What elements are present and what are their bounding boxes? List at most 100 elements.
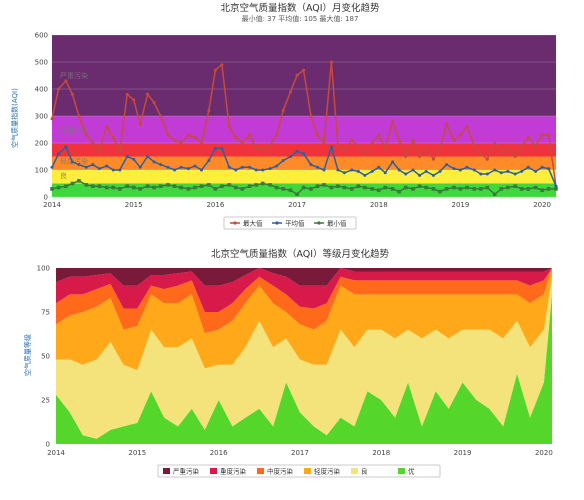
series-point xyxy=(424,169,428,173)
series-point xyxy=(431,157,435,161)
series-point xyxy=(104,185,109,190)
series-point xyxy=(485,185,490,190)
x-tick-label: 2018 xyxy=(372,449,390,457)
legend-marker[interactable] xyxy=(275,221,279,225)
series-point xyxy=(117,187,122,191)
legend-label[interactable]: 最小值 xyxy=(327,218,347,227)
area-layer-3 xyxy=(56,268,552,334)
series-point xyxy=(302,68,306,72)
series-point xyxy=(444,187,449,191)
legend-label[interactable]: 良 xyxy=(361,466,368,475)
series-point xyxy=(50,117,54,121)
chart2-legend[interactable]: 严重污染 重度污染 中度污染 轻度污染 良 优 xyxy=(157,464,441,478)
series-point xyxy=(519,187,524,191)
series-point xyxy=(179,185,183,190)
chart1-legend[interactable]: 最大值 平均值 最小值 xyxy=(223,216,357,230)
series-point xyxy=(370,169,374,173)
legend-marker[interactable] xyxy=(317,221,321,225)
series-point xyxy=(445,122,449,126)
series-point xyxy=(186,187,191,191)
y-tick-label: 50 xyxy=(41,353,50,361)
series-point xyxy=(350,168,354,172)
series-point xyxy=(193,164,197,168)
series-point xyxy=(111,185,116,190)
series-point xyxy=(131,185,136,190)
y-tick-label: 500 xyxy=(35,59,48,67)
series-point xyxy=(520,169,524,173)
series-point xyxy=(199,168,203,172)
series-point xyxy=(64,145,68,149)
legend-label[interactable]: 平均值 xyxy=(285,218,305,227)
series-point xyxy=(383,146,387,150)
legend-label[interactable]: 最大值 xyxy=(243,218,263,227)
series-point xyxy=(506,146,510,150)
series-point xyxy=(438,189,442,194)
series-point xyxy=(233,185,238,190)
series-point xyxy=(193,136,197,140)
band-label-0: 严重污染 xyxy=(60,71,88,80)
series-point xyxy=(309,187,313,191)
series-point xyxy=(64,184,68,188)
series-point xyxy=(138,165,142,169)
legend-swatch[interactable] xyxy=(351,468,358,474)
series-point xyxy=(315,165,319,169)
legend-label[interactable]: 重度污染 xyxy=(220,466,247,475)
series-point xyxy=(370,141,374,145)
legend-label[interactable]: 严重污染 xyxy=(173,466,200,475)
series-point xyxy=(289,90,293,94)
series-point xyxy=(336,144,340,148)
series-point xyxy=(268,167,272,171)
series-point xyxy=(56,185,61,190)
series-point xyxy=(111,168,115,172)
series-point xyxy=(132,98,136,102)
area-layer-2 xyxy=(56,268,552,371)
series-point xyxy=(207,159,211,163)
series-point xyxy=(377,133,381,137)
series-point xyxy=(397,138,401,142)
series-point xyxy=(547,133,551,137)
series-point xyxy=(248,165,252,169)
series-point xyxy=(390,187,395,191)
series-point xyxy=(458,133,462,137)
series-point xyxy=(166,183,170,187)
series-point xyxy=(247,184,252,188)
series-point xyxy=(57,152,61,156)
legend-label[interactable]: 轻度污染 xyxy=(314,466,341,475)
y-tick-label: 0 xyxy=(46,441,50,449)
legend-label[interactable]: 优 xyxy=(408,466,415,475)
y-tick-label: 600 xyxy=(35,32,48,40)
series-point xyxy=(452,167,456,171)
legend-swatch[interactable] xyxy=(304,468,311,474)
series-point xyxy=(397,189,401,194)
series-point xyxy=(540,133,544,137)
legend-swatch[interactable] xyxy=(257,468,264,474)
series-point xyxy=(97,184,102,188)
series-point xyxy=(254,146,258,150)
series-point xyxy=(118,168,122,172)
series-point xyxy=(70,181,75,186)
series-point xyxy=(295,149,299,153)
series-point xyxy=(207,183,211,187)
series-point xyxy=(540,165,544,169)
series-point xyxy=(146,155,150,158)
series-point xyxy=(411,138,415,142)
legend-label[interactable]: 中度污染 xyxy=(267,466,294,475)
series-point xyxy=(309,163,313,167)
legend-swatch[interactable] xyxy=(210,468,217,474)
series-point xyxy=(240,187,245,191)
legend-swatch[interactable] xyxy=(398,468,405,474)
series-point xyxy=(554,187,558,191)
band-label-1: 重度污染 xyxy=(60,125,88,134)
band-4 xyxy=(52,170,556,184)
series-point xyxy=(281,159,285,163)
series-point xyxy=(342,185,347,190)
series-point xyxy=(329,60,333,64)
series-point xyxy=(533,185,538,190)
series-point xyxy=(261,146,265,150)
legend-marker[interactable] xyxy=(233,221,237,225)
series-point xyxy=(105,125,109,129)
x-tick-label: 2016 xyxy=(210,449,228,457)
legend-swatch[interactable] xyxy=(163,468,170,474)
series-point xyxy=(445,163,449,167)
series-point xyxy=(84,133,88,137)
